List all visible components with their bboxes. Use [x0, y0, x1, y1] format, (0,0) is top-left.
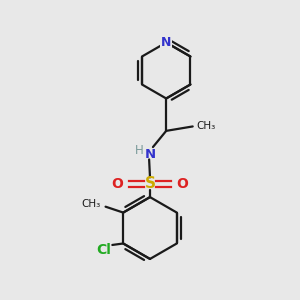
Text: CH₃: CH₃ — [196, 122, 215, 131]
Text: H: H — [135, 144, 143, 157]
Text: O: O — [112, 177, 124, 191]
Text: O: O — [176, 177, 188, 191]
Text: CH₃: CH₃ — [81, 199, 100, 209]
Text: S: S — [145, 176, 155, 191]
Text: N: N — [161, 36, 171, 49]
Text: N: N — [144, 148, 156, 161]
Text: Cl: Cl — [97, 243, 112, 257]
